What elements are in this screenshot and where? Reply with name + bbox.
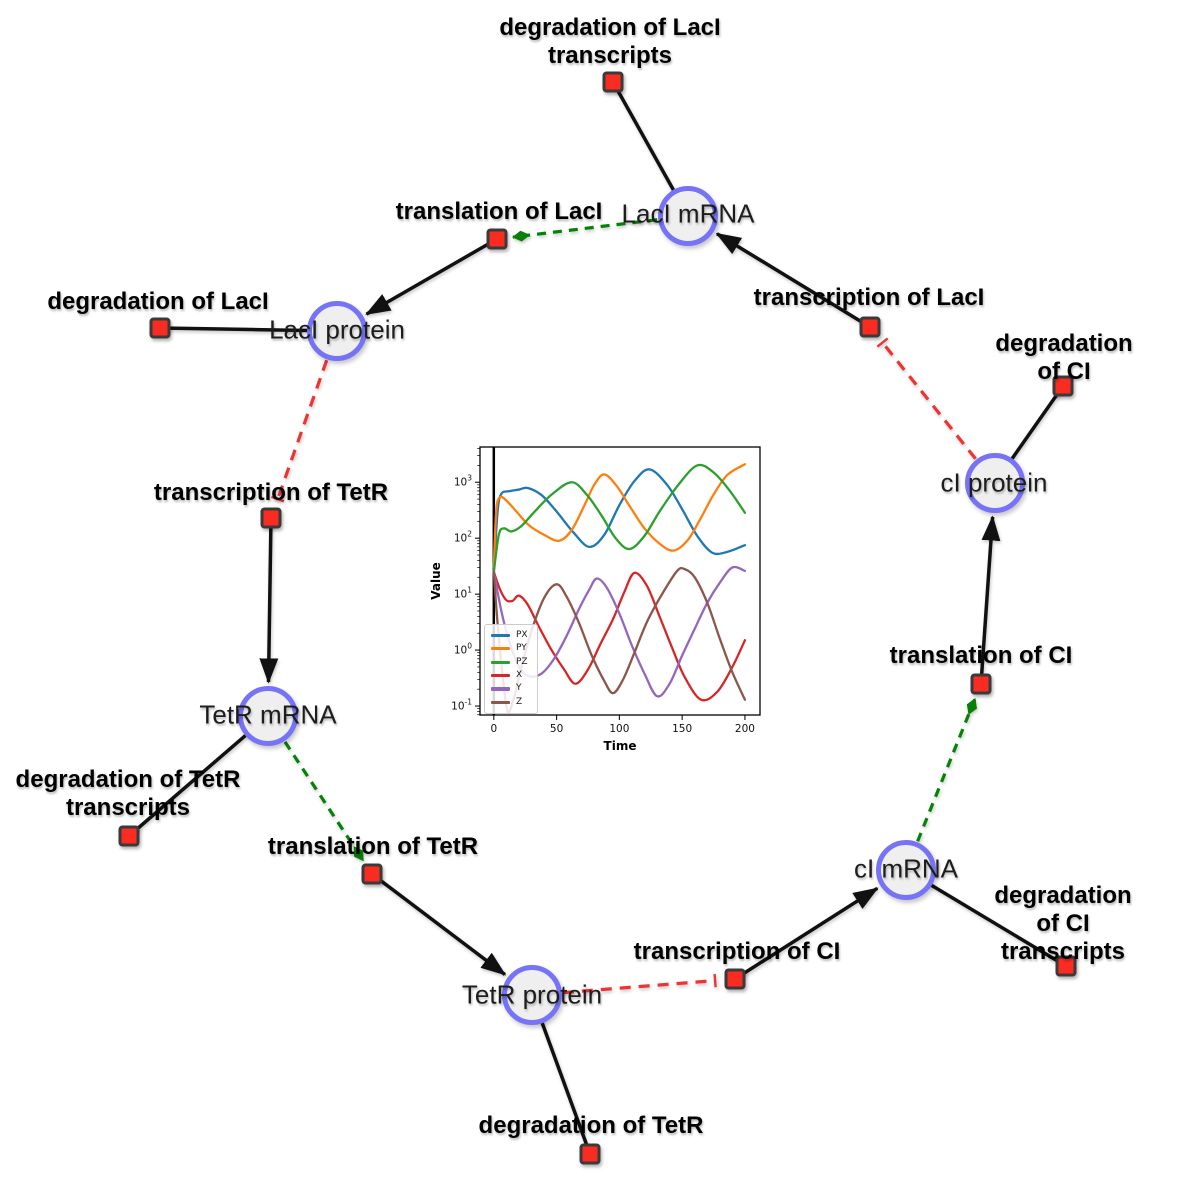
species-node-laci-protein[interactable]: [307, 301, 367, 361]
edge-tetr-mrna-modifier-translation-of-tetr: [283, 741, 365, 862]
edge-translation-of-laci-to-laci-protein: [365, 237, 498, 316]
species-node-ci-mrna[interactable]: [876, 840, 936, 900]
y-axis-title: Value: [429, 562, 443, 600]
y-tick-label: 100: [454, 642, 472, 657]
species-node-laci-mrna[interactable]: [658, 186, 718, 246]
series-PY: [492, 463, 747, 569]
legend-label-X: X: [516, 670, 523, 681]
reaction-node-degradation-of-tetr[interactable]: [579, 1143, 601, 1165]
legend-entry-PZ: PZ: [491, 655, 528, 668]
legend-swatch-PX: [491, 633, 510, 637]
legend-entry-PX: PX: [491, 629, 528, 642]
chart-plot-area: 10-1 100 101 102 103 0 50 100 150 200: [451, 446, 761, 735]
legend-label-PX: PX: [516, 629, 528, 640]
legend-label-Z: Z: [516, 696, 523, 707]
reaction-node-translation-of-ci[interactable]: [970, 673, 992, 695]
legend-label-Y: Y: [516, 683, 522, 694]
legend-swatch-Y: [491, 687, 510, 691]
reaction-node-degradation-of-tetr-transcripts[interactable]: [118, 825, 140, 847]
reaction-node-translation-of-tetr[interactable]: [361, 863, 383, 885]
reaction-node-degradation-of-laci-transcripts[interactable]: [602, 71, 624, 93]
x-tick-label: 100: [609, 723, 629, 735]
edge-ci-protein-inhibits-transcription-of-laci: [876, 337, 977, 460]
y-tick-label: 103: [454, 474, 472, 489]
x-tick-label: 200: [735, 723, 755, 735]
edge-transcription-of-tetr-to-tetr-mrna: [259, 517, 279, 684]
reaction-node-transcription-of-ci[interactable]: [724, 968, 746, 990]
legend-swatch-PZ: [491, 660, 510, 664]
y-tick-label: 102: [454, 530, 472, 545]
legend-entry-PY: PY: [491, 642, 528, 655]
edge-laci-protein-inhibits-transcription-of-tetr: [271, 359, 329, 503]
edge-laci-mrna-modifier-translation-of-laci: [512, 218, 658, 242]
reaction-node-transcription-of-tetr[interactable]: [260, 507, 282, 529]
chart-legend: PX PY PZ X Y Z: [484, 623, 538, 714]
legend-entry-Z: Z: [491, 696, 528, 709]
legend-swatch-X: [491, 673, 510, 678]
reaction-node-translation-of-laci[interactable]: [486, 228, 508, 250]
plot-spines: [479, 446, 761, 716]
x-tick-label: 50: [550, 723, 563, 735]
reaction-node-transcription-of-laci[interactable]: [859, 316, 881, 338]
legend-label-PY: PY: [516, 643, 527, 654]
species-node-ci-protein[interactable]: [965, 453, 1025, 513]
series-PX: [492, 468, 747, 574]
edge-tetr-protein-inhibits-transcription-of-ci: [562, 973, 717, 995]
y-tick-label: 101: [454, 586, 472, 601]
x-tick-label: 150: [672, 723, 692, 735]
series-PZ: [492, 463, 747, 574]
edge-transcription-of-laci-to-laci-mrna: [715, 232, 871, 329]
y-tick-label: 10-1: [451, 698, 472, 713]
edge-ci-mrna-to-degradation-of-ci-transcripts: [905, 868, 1067, 968]
reaction-node-degradation-of-laci[interactable]: [149, 317, 171, 339]
edge-translation-of-ci-to-ci-protein: [979, 515, 1001, 685]
legend-swatch-PY: [491, 647, 510, 651]
reaction-node-degradation-of-ci[interactable]: [1052, 375, 1074, 397]
species-node-tetr-mrna[interactable]: [238, 686, 298, 746]
x-axis-title: Time: [603, 739, 637, 753]
legend-entry-Y: Y: [491, 682, 528, 695]
legend-swatch-Z: [491, 700, 510, 704]
simulation-timecourse-chart: 10-1 100 101 102 103 0 50 100 150 200 Time Value …: [420, 435, 775, 767]
edge-transcription-of-ci-to-ci-mrna: [734, 886, 879, 981]
edge-translation-of-tetr-to-tetr-protein: [370, 872, 507, 976]
species-node-tetr-protein[interactable]: [502, 965, 562, 1025]
reaction-node-degradation-of-ci-transcripts[interactable]: [1055, 955, 1077, 977]
legend-label-PZ: PZ: [516, 656, 528, 667]
edge-ci-mrna-modifier-translation-of-ci: [916, 698, 977, 842]
x-tick-label: 0: [490, 723, 497, 735]
legend-entry-X: X: [491, 669, 528, 682]
series-X: [492, 570, 747, 702]
